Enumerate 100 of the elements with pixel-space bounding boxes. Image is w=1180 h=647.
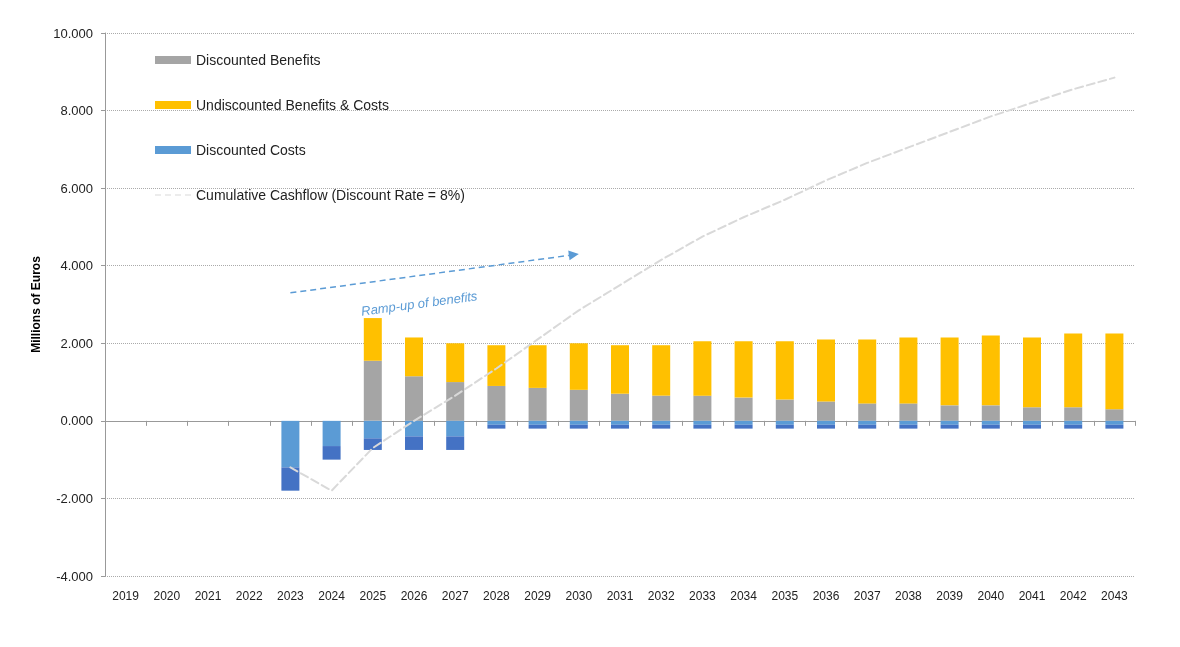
x-tick-label: 2034 [730, 589, 758, 603]
bar [1023, 407, 1041, 421]
x-tick-label: 2030 [565, 589, 593, 603]
bar [940, 420, 959, 425]
bar [1064, 424, 1083, 429]
bar [569, 420, 588, 425]
bar [569, 424, 588, 429]
bar [981, 405, 1000, 421]
bar [1105, 420, 1124, 425]
bar [569, 343, 588, 390]
bar [981, 335, 1000, 406]
bar [858, 424, 877, 429]
x-tick-label: 2037 [853, 589, 881, 603]
x-tick-label: 2032 [647, 589, 675, 603]
x-tick-label: 2024 [318, 589, 346, 603]
bar [611, 345, 629, 394]
x-tick-label: 2031 [606, 589, 634, 603]
bar [405, 420, 423, 437]
annotation: Ramp-up of benefits [360, 288, 479, 319]
x-tick-label: 2026 [400, 589, 428, 603]
x-tick-label: 2029 [524, 589, 552, 603]
bar [858, 403, 877, 421]
y-axis-title: Millions of Euros [29, 255, 44, 353]
legend-label: Discounted Benefits [196, 52, 321, 68]
bar [363, 360, 382, 421]
bar [775, 341, 794, 400]
bar [1023, 424, 1041, 429]
bar [652, 420, 671, 425]
bar [1105, 333, 1124, 410]
bar [652, 345, 671, 396]
bar [487, 385, 506, 421]
x-tick-label: 2040 [977, 589, 1005, 603]
bar [1105, 424, 1124, 429]
x-tick-label: 2019 [112, 589, 140, 603]
bar [817, 401, 835, 421]
bar [981, 424, 1000, 429]
bar [487, 424, 506, 429]
legend-label: Cumulative Cashflow (Discount Rate = 8%) [196, 187, 465, 203]
x-tick-label: 2041 [1018, 589, 1046, 603]
bar [775, 424, 794, 429]
bar [528, 345, 547, 388]
x-tick-label: 2042 [1059, 589, 1087, 603]
y-tick-label: 10.000 [53, 25, 93, 41]
x-tick-label: 2027 [441, 589, 469, 603]
bar [1105, 409, 1124, 421]
bar [734, 397, 753, 421]
y-tick-label: 4.000 [60, 258, 93, 274]
bar [940, 424, 959, 429]
x-tick-label: 2023 [277, 589, 305, 603]
bar [281, 467, 300, 491]
bar [899, 424, 918, 429]
x-tick-label: 2036 [812, 589, 840, 603]
bar [446, 382, 465, 421]
bar [528, 424, 547, 429]
bar [734, 341, 753, 398]
legend-label: Discounted Costs [196, 142, 306, 158]
y-tick-label: 6.000 [60, 180, 93, 196]
x-tick-label: 2033 [689, 589, 717, 603]
x-tick-label: 2021 [194, 589, 222, 603]
bar [1064, 420, 1083, 425]
x-tick-label: 2022 [235, 589, 263, 603]
bar [1023, 337, 1041, 408]
x-tick-label: 2035 [771, 589, 799, 603]
bar [858, 339, 877, 404]
y-tick-label: 2.000 [60, 335, 93, 351]
bar [446, 436, 465, 450]
bar [1023, 420, 1041, 425]
bar [899, 403, 918, 421]
bar [693, 341, 712, 396]
bar [652, 424, 671, 429]
bar [940, 405, 959, 421]
bar [693, 424, 712, 429]
bar [817, 424, 835, 429]
bar [1064, 333, 1083, 408]
x-tick-label: 2020 [153, 589, 181, 603]
y-tick-label: -2.000 [56, 490, 93, 506]
bar [363, 318, 382, 361]
bar [446, 420, 465, 437]
bar [734, 420, 753, 425]
bar [693, 395, 712, 421]
x-tick-label: 2043 [1101, 589, 1129, 603]
bar [322, 420, 341, 447]
bar [611, 393, 629, 421]
bar [487, 420, 506, 425]
y-tick-label: 8.000 [60, 103, 93, 119]
bar [899, 420, 918, 425]
bar [899, 337, 918, 404]
x-tick-label: 2028 [483, 589, 511, 603]
bar [528, 387, 547, 421]
bar [775, 399, 794, 421]
bar [446, 343, 465, 383]
bar [858, 420, 877, 425]
bar [693, 420, 712, 425]
y-tick-label: 0.000 [60, 413, 93, 429]
bar [322, 446, 341, 460]
bar [817, 339, 835, 402]
bar [1064, 407, 1083, 421]
bar [363, 420, 382, 439]
x-tick-label: 2038 [895, 589, 923, 603]
bar [981, 420, 1000, 425]
